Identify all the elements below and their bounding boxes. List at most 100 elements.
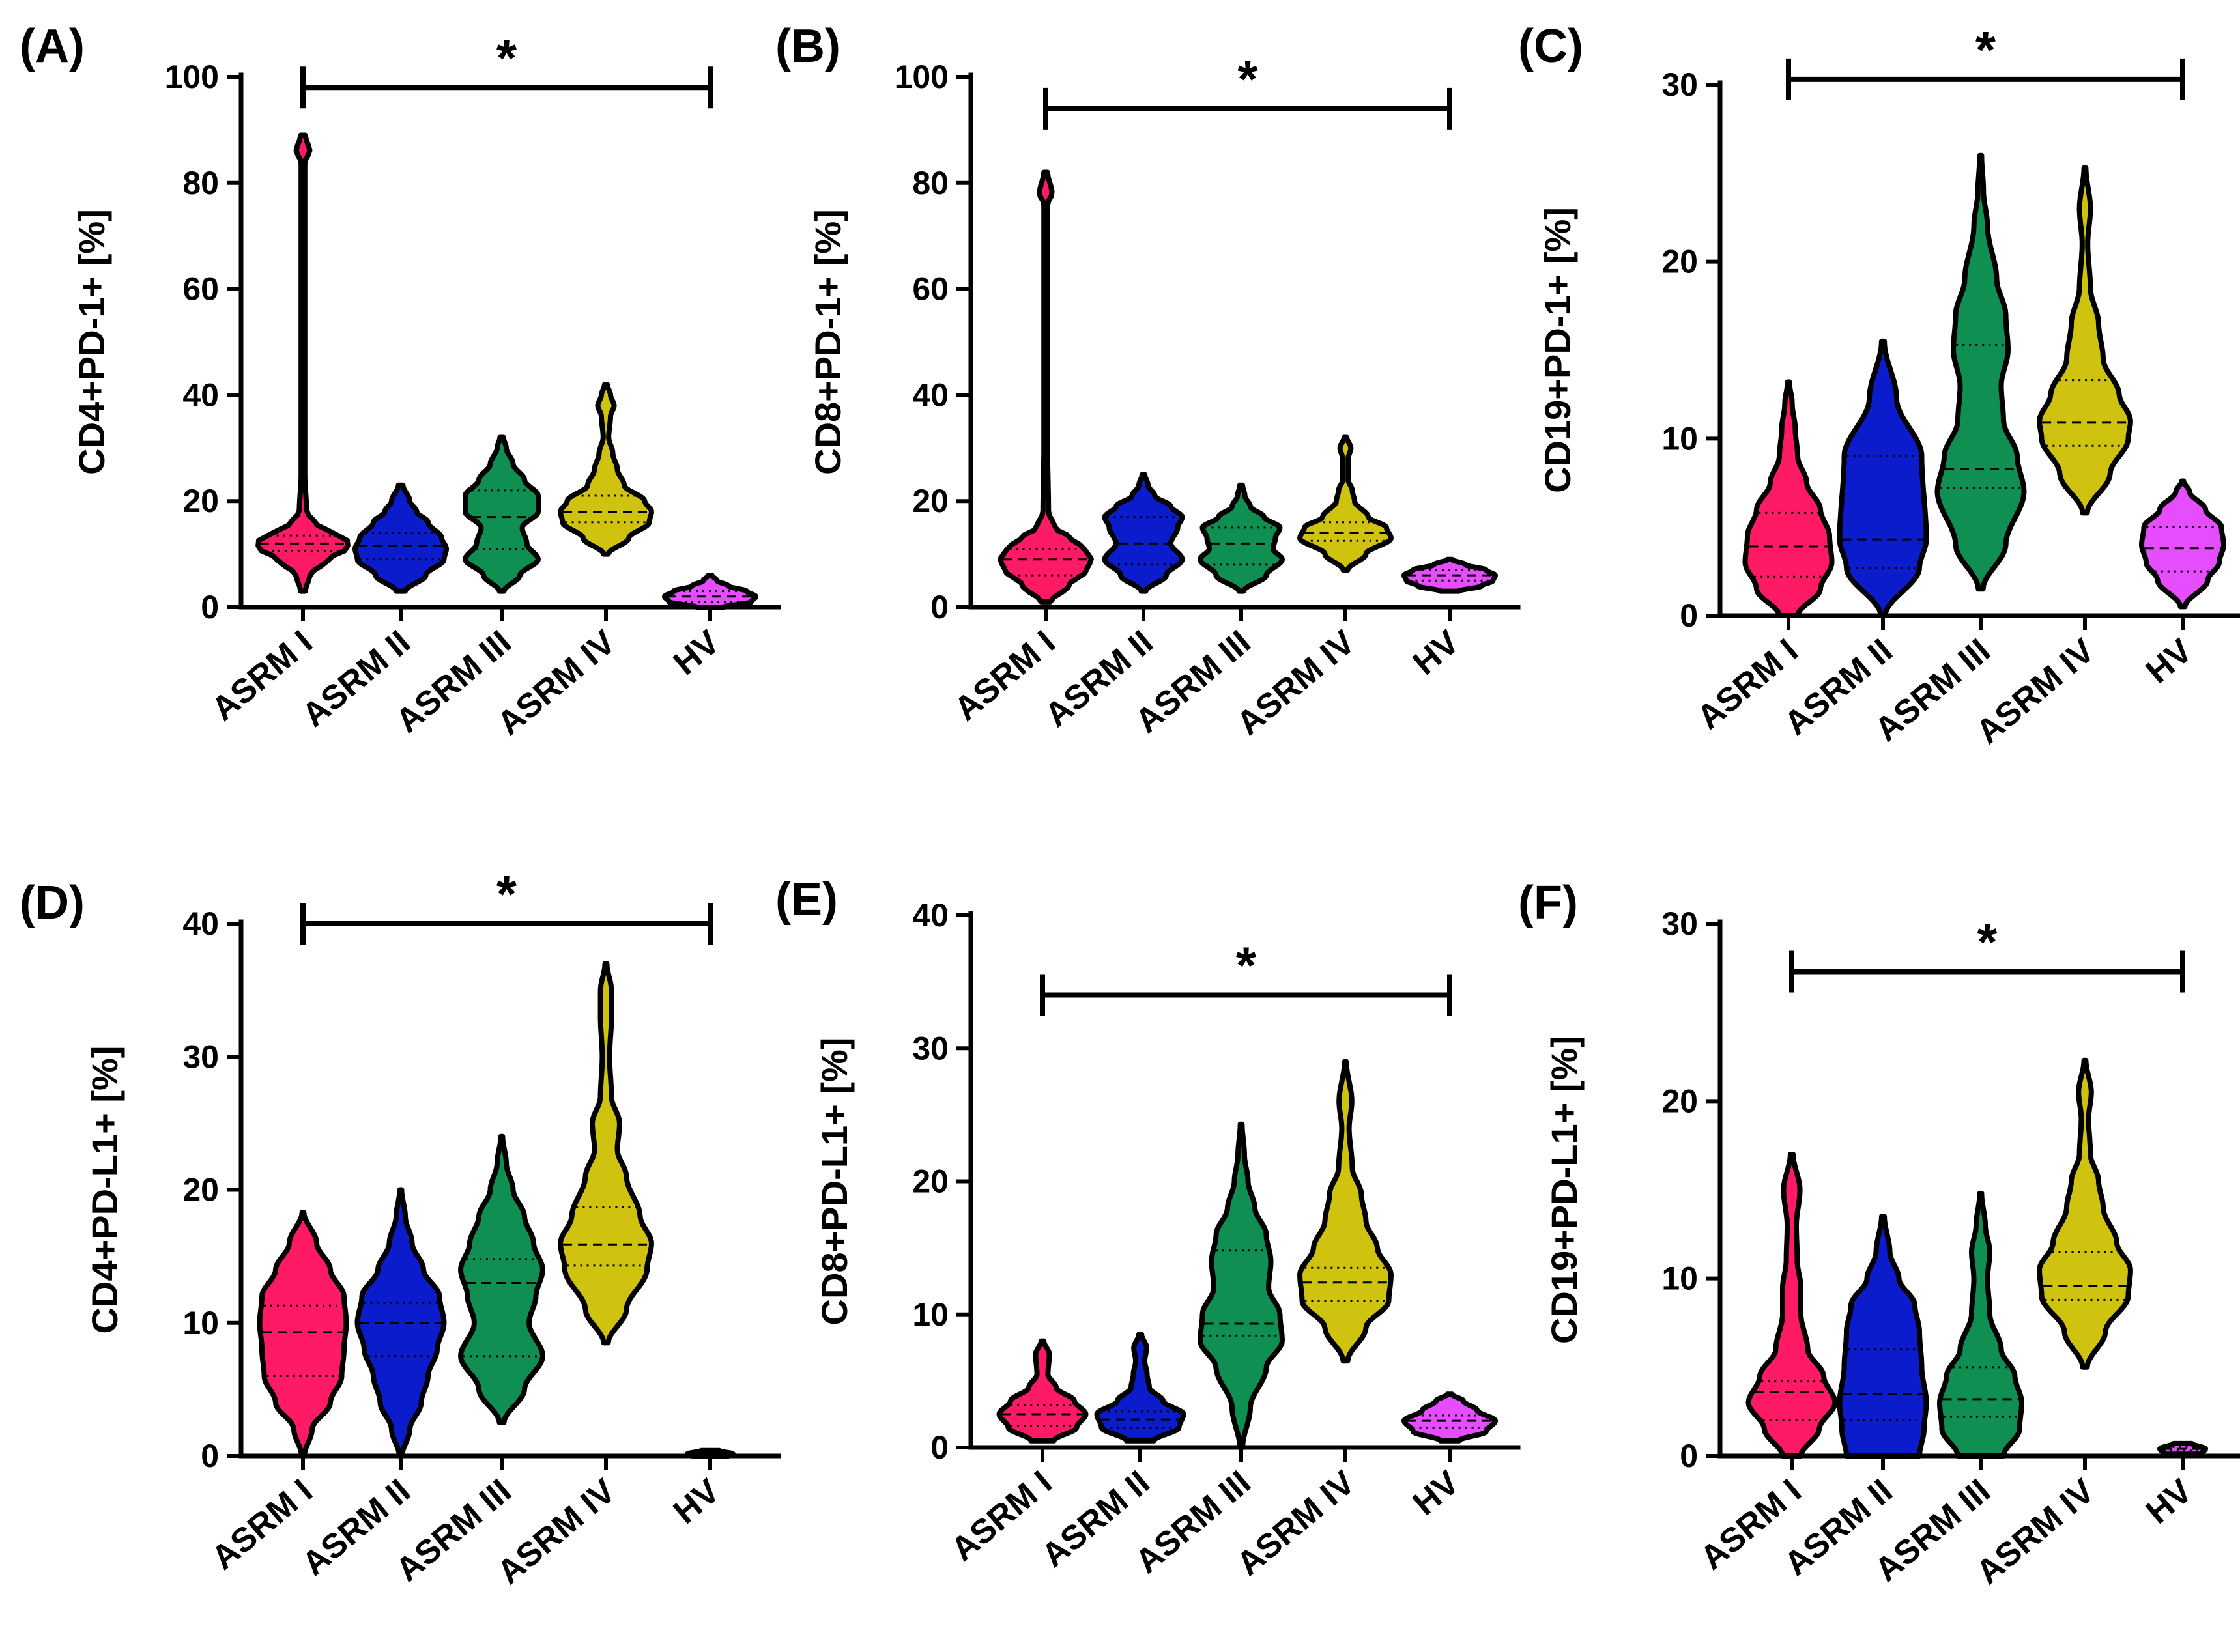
violin-asrm-iii <box>1198 1121 1285 1450</box>
y-tick-label: 60 <box>182 271 219 307</box>
violin-asrm-iii <box>463 434 541 594</box>
y-tick-label: 0 <box>1680 597 1698 634</box>
significance-bracket: * <box>300 865 713 945</box>
significance-bracket: * <box>1040 937 1452 1016</box>
significance-star: * <box>496 865 517 923</box>
x-tick-label: ASRM IV <box>490 623 623 743</box>
y-axis-label: CD4+PD-L1+ [%] <box>84 1046 125 1334</box>
violin-asrm-iv <box>558 382 654 557</box>
y-tick-label: 40 <box>912 897 949 933</box>
panel-label: (B) <box>775 20 840 72</box>
y-tick-label: 0 <box>201 589 219 625</box>
violin-hv <box>662 573 758 610</box>
violin-body <box>1297 1059 1394 1364</box>
y-tick-label: 30 <box>1661 905 1698 942</box>
violin-body <box>1401 556 1498 594</box>
violin-body <box>1745 1152 1838 1459</box>
y-tick-label: 10 <box>912 1296 949 1333</box>
violin-hv <box>685 1447 736 1459</box>
violin-asrm-ii <box>1094 1332 1186 1444</box>
y-tick-label: 10 <box>1661 1260 1698 1297</box>
violin-asrm-iii <box>1934 152 2027 592</box>
x-tick-label: HV <box>2139 632 2200 691</box>
x-tick-label: ASRM IV <box>1229 623 1362 743</box>
violin-asrm-iv <box>2037 1057 2133 1370</box>
significance-star: * <box>496 29 517 87</box>
violin-body <box>352 482 449 594</box>
y-axis-label: CD8+PD-1+ [%] <box>807 209 848 475</box>
y-tick-label: 10 <box>182 1305 219 1341</box>
violin-body <box>1094 1332 1186 1444</box>
panel-label: (C) <box>1518 20 1583 72</box>
violin-asrm-i <box>1745 1152 1838 1459</box>
violin-body <box>255 132 351 594</box>
violin-hv <box>1401 556 1498 594</box>
y-tick-label: 0 <box>201 1438 219 1474</box>
significance-bracket: * <box>300 29 713 109</box>
violin-asrm-iii <box>1198 482 1285 594</box>
significance-bracket: * <box>1786 21 2185 100</box>
x-tick-label: HV <box>667 623 727 683</box>
y-tick-label: 80 <box>182 165 219 201</box>
violin-asrm-iii <box>1937 1190 2024 1459</box>
y-tick-label: 30 <box>1661 66 1698 103</box>
violin-asrm-ii <box>1837 338 1929 618</box>
y-tick-label: 80 <box>912 165 949 201</box>
violin-body <box>1198 482 1285 594</box>
violin-body <box>1297 434 1394 573</box>
significance-star: * <box>1237 50 1258 108</box>
y-tick-label: 20 <box>1661 1083 1698 1119</box>
y-axis-label: CD8+PD-L1+ [%] <box>814 1038 855 1326</box>
panel-label: (D) <box>20 877 85 929</box>
x-tick-label: ASRM IV <box>1969 1472 2102 1592</box>
violin-asrm-ii <box>354 1187 447 1459</box>
significance-star: * <box>1975 21 1996 79</box>
violin-body <box>1742 379 1835 618</box>
x-tick-label: ASRM IV <box>490 1472 623 1592</box>
y-tick-label: 0 <box>930 589 949 625</box>
violin-body <box>1937 1190 2024 1459</box>
y-tick-label: 20 <box>1661 244 1698 280</box>
significance-star: * <box>1236 937 1257 995</box>
y-tick-label: 40 <box>182 905 219 942</box>
significance-bracket: * <box>1043 50 1452 130</box>
y-tick-label: 40 <box>912 377 949 413</box>
x-tick-label: HV <box>667 1472 727 1531</box>
violin-hv <box>2139 478 2226 610</box>
violin-body <box>996 1338 1089 1444</box>
violin-asrm-iv <box>558 961 654 1346</box>
violin-asrm-i <box>257 1210 349 1459</box>
x-tick-label: ASRM IV <box>1969 632 2102 752</box>
y-tick-label: 100 <box>895 59 949 95</box>
violin-body <box>1102 472 1185 594</box>
violin-body <box>463 434 541 594</box>
violin-hv <box>1401 1391 1498 1444</box>
violin-body <box>998 169 1094 605</box>
violin-body <box>458 1133 545 1425</box>
violin-asrm-iv <box>1297 1059 1394 1364</box>
violin-hv <box>2157 1440 2208 1457</box>
violin-asrm-i <box>996 1338 1089 1444</box>
y-tick-label: 0 <box>930 1429 949 1466</box>
violin-body <box>1401 1391 1498 1444</box>
violin-body <box>1934 152 2027 592</box>
violin-body <box>1198 1121 1285 1450</box>
violin-body <box>2037 1057 2133 1370</box>
y-tick-label: 20 <box>912 483 949 519</box>
y-tick-label: 0 <box>1680 1438 1698 1474</box>
y-tick-label: 20 <box>912 1163 949 1200</box>
significance-star: * <box>1977 913 1998 971</box>
violin-body <box>1837 1214 1929 1459</box>
panel-label: (F) <box>1518 877 1578 929</box>
y-tick-label: 20 <box>182 1172 219 1208</box>
y-axis-label: CD19+PD-1+ [%] <box>1537 207 1578 493</box>
x-tick-label: HV <box>1406 1464 1467 1523</box>
violin-asrm-ii <box>1102 472 1185 594</box>
y-tick-label: 30 <box>182 1038 219 1075</box>
y-axis-label: CD19+PD-L1+ [%] <box>1544 1036 1585 1344</box>
panel-label: (E) <box>775 874 838 926</box>
